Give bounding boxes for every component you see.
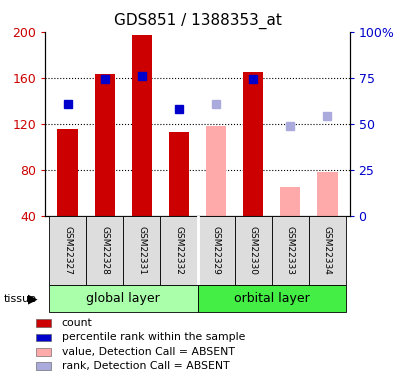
Text: ▶: ▶ [28, 292, 38, 305]
Text: value, Detection Call = ABSENT: value, Detection Call = ABSENT [62, 347, 235, 357]
Bar [86, 216, 123, 285]
Bar [36, 362, 51, 370]
Bar [243, 72, 263, 216]
Text: rank, Detection Call = ABSENT: rank, Detection Call = ABSENT [62, 361, 229, 371]
Bar [58, 129, 78, 216]
Bar [160, 216, 198, 285]
Text: GSM22332: GSM22332 [175, 226, 183, 275]
Bar [36, 320, 51, 327]
Bar [206, 126, 226, 216]
Bar [49, 216, 86, 285]
Text: GSM22334: GSM22334 [323, 226, 332, 275]
Text: GSM22328: GSM22328 [100, 226, 109, 275]
Bar [198, 216, 235, 285]
Bar [272, 216, 309, 285]
Text: GSM22331: GSM22331 [137, 226, 147, 275]
Bar [169, 132, 189, 216]
Bar [317, 172, 337, 216]
Text: percentile rank within the sample: percentile rank within the sample [62, 333, 245, 342]
Text: tissue: tissue [4, 294, 37, 304]
Bar [198, 285, 346, 312]
Bar [123, 216, 160, 285]
Text: orbital layer: orbital layer [234, 292, 310, 305]
Text: GDS851 / 1388353_at: GDS851 / 1388353_at [114, 13, 281, 29]
Text: count: count [62, 318, 92, 328]
Bar [280, 187, 301, 216]
Text: GSM22327: GSM22327 [63, 226, 72, 275]
Bar [36, 348, 51, 355]
Text: GSM22333: GSM22333 [286, 226, 295, 275]
Bar [94, 74, 115, 216]
Bar [49, 285, 198, 312]
Text: GSM22329: GSM22329 [212, 226, 220, 275]
Text: global layer: global layer [87, 292, 160, 305]
Bar [235, 216, 272, 285]
Bar [132, 35, 152, 216]
Bar [309, 216, 346, 285]
Bar [36, 334, 51, 341]
Text: GSM22330: GSM22330 [248, 226, 258, 275]
